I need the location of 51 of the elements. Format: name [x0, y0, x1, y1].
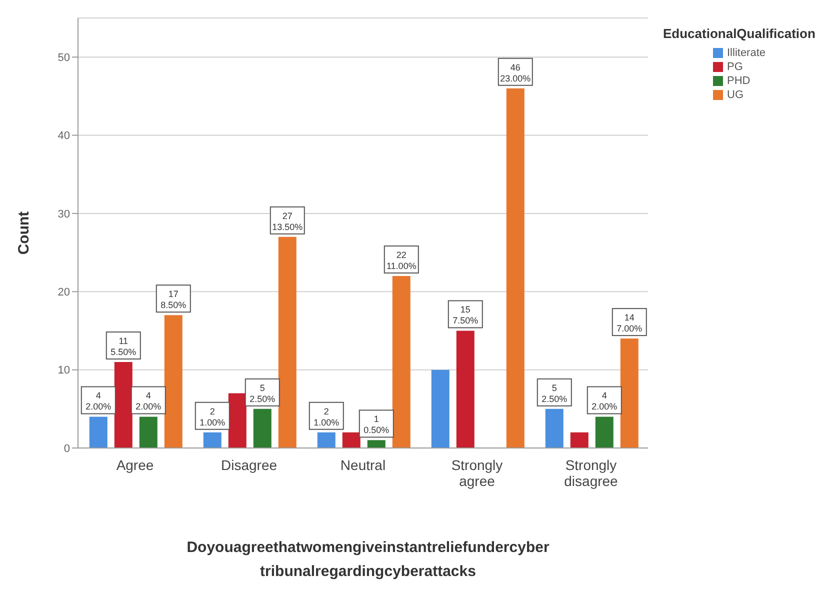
bar [620, 338, 638, 448]
bar [342, 432, 360, 448]
y-tick-label: 30 [58, 208, 70, 220]
data-label: 11 5.50% [110, 336, 136, 357]
y-tick-label: 20 [58, 286, 70, 299]
bar [431, 370, 450, 448]
data-label: 4 2.00% [592, 390, 618, 412]
legend-label: Illiterate [727, 47, 766, 59]
bar [253, 408, 272, 448]
data-label: 46 23.00% [500, 62, 531, 84]
legend-label: PG [727, 61, 743, 73]
y-tick-label: 50 [58, 52, 70, 64]
legend-label: UG [727, 89, 744, 101]
bar [203, 432, 222, 448]
data-label: 4 2.00% [136, 390, 162, 412]
data-label: 2 1.00% [314, 406, 340, 428]
data-label: 17 8.50% [160, 289, 186, 310]
bar [506, 88, 524, 448]
data-label: 27 13.50% [272, 210, 303, 232]
bar [367, 440, 386, 448]
x-tick-label: Agree [116, 457, 154, 473]
data-label: 15 7.50% [452, 304, 478, 326]
bar [89, 416, 108, 448]
bar [570, 432, 588, 448]
y-axis-title: Count [15, 211, 32, 255]
bar [545, 408, 564, 448]
data-label: 5 2.50% [542, 382, 568, 404]
legend-label: PHD [727, 75, 750, 87]
data-label: 5 2.50% [250, 382, 276, 404]
y-tick-label: 40 [58, 130, 70, 142]
x-tick-label: Strongly agree [451, 457, 503, 489]
bar [164, 315, 182, 448]
bar [595, 416, 614, 448]
x-axis-title: Doyouagreethatwomengiveinstantreliefundercyber tribunalregardingcyberattacks [186, 538, 550, 582]
x-tick-label: Disagree [220, 457, 278, 473]
legend-title: EducationalQualification [663, 26, 816, 41]
bar [392, 276, 410, 448]
bar [114, 362, 132, 448]
data-label: 14 7.00% [616, 312, 642, 334]
bar [456, 330, 474, 448]
x-tick-label: Neutral [340, 457, 386, 473]
data-label: 2 1.00% [200, 406, 226, 428]
y-tick-label: 0 [64, 442, 70, 455]
y-tick-label: 10 [58, 364, 70, 377]
bar [139, 416, 158, 448]
bar [317, 432, 336, 448]
x-tick-label: Strongly disagree [564, 457, 618, 489]
bar [278, 236, 296, 448]
data-label: 4 2.00% [86, 390, 112, 412]
data-label: 22 11.00% [386, 250, 416, 271]
data-label: 1 0.50% [364, 414, 390, 436]
